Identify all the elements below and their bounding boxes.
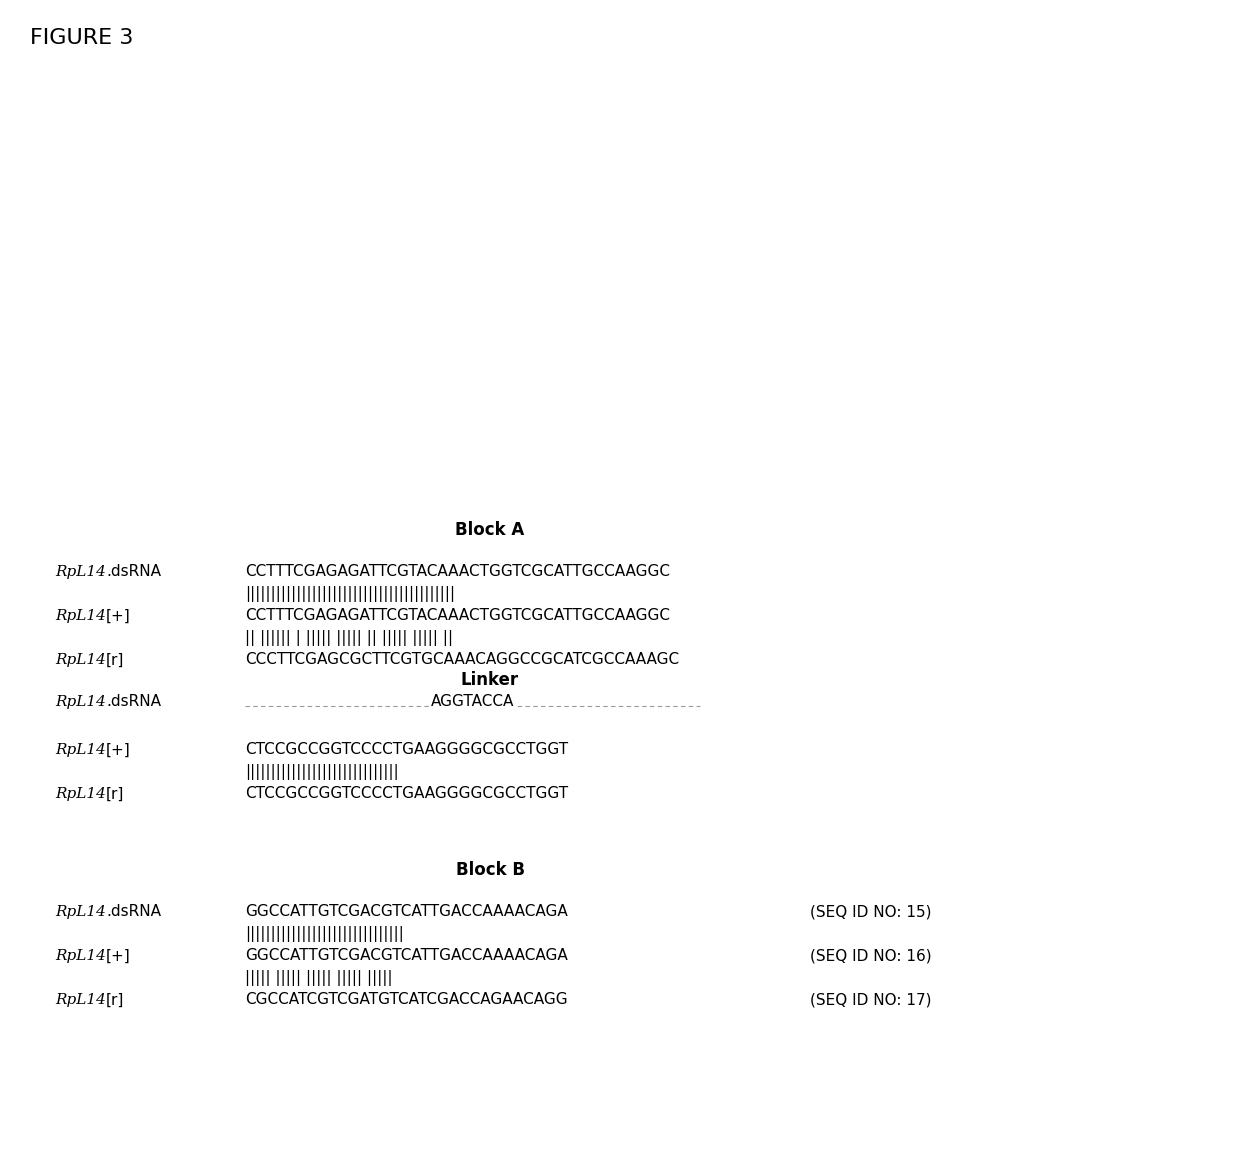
Text: RpL14: RpL14 xyxy=(55,565,105,579)
Text: GGCCATTGTCGACGTCATTGACCAAAACAGA: GGCCATTGTCGACGTCATTGACCAAAACAGA xyxy=(246,949,568,963)
Text: Block B: Block B xyxy=(455,861,525,879)
Text: .dsRNA: .dsRNA xyxy=(105,904,161,920)
Text: (SEQ ID NO: 16): (SEQ ID NO: 16) xyxy=(810,949,931,963)
Text: || |||||| | ||||| ||||| || ||||| ||||| ||: || |||||| | ||||| ||||| || ||||| ||||| |… xyxy=(246,630,453,646)
Text: [+]: [+] xyxy=(105,949,130,963)
Text: (SEQ ID NO: 15): (SEQ ID NO: 15) xyxy=(810,904,931,920)
Text: CGCCATCGTCGATGTCATCGACCAGAACAGG: CGCCATCGTCGATGTCATCGACCAGAACAGG xyxy=(246,992,568,1008)
Text: Block A: Block A xyxy=(455,521,525,540)
Text: ||||||||||||||||||||||||||||||: |||||||||||||||||||||||||||||| xyxy=(246,764,399,780)
Text: [r]: [r] xyxy=(105,652,124,667)
Text: RpL14: RpL14 xyxy=(55,694,105,708)
Text: CCCTTCGAGCGCTTCGTGCAAACAGGCCGCATCGCCAAAGC: CCCTTCGAGCGCTTCGTGCAAACAGGCCGCATCGCCAAAG… xyxy=(246,652,680,667)
Text: CTCCGCCGGTCCCCTGAAGGGGCGCCTGGT: CTCCGCCGGTCCCCTGAAGGGGCGCCTGGT xyxy=(246,743,568,758)
Text: .dsRNA: .dsRNA xyxy=(105,564,161,579)
Text: CTCCGCCGGTCCCCTGAAGGGGCGCCTGGT: CTCCGCCGGTCCCCTGAAGGGGCGCCTGGT xyxy=(246,787,568,801)
Text: RpL14: RpL14 xyxy=(55,906,105,918)
Text: FIGURE 3: FIGURE 3 xyxy=(30,28,134,48)
Text: [r]: [r] xyxy=(105,992,124,1008)
Text: .dsRNA: .dsRNA xyxy=(105,694,161,710)
Text: ||||| ||||| ||||| ||||| |||||: ||||| ||||| ||||| ||||| ||||| xyxy=(246,970,393,986)
Text: RpL14: RpL14 xyxy=(55,653,105,667)
Text: GGCCATTGTCGACGTCATTGACCAAAACAGA: GGCCATTGTCGACGTCATTGACCAAAACAGA xyxy=(246,904,568,920)
Text: (SEQ ID NO: 17): (SEQ ID NO: 17) xyxy=(810,992,931,1008)
Text: RpL14: RpL14 xyxy=(55,787,105,801)
Text: |||||||||||||||||||||||||||||||||||||||||: ||||||||||||||||||||||||||||||||||||||||… xyxy=(246,586,455,602)
Text: RpL14: RpL14 xyxy=(55,994,105,1006)
Text: [r]: [r] xyxy=(105,787,124,801)
Text: CCTTTCGAGAGATTCGTACAAACTGGTCGCATTGCCAAGGC: CCTTTCGAGAGATTCGTACAAACTGGTCGCATTGCCAAGG… xyxy=(246,609,670,624)
Text: RpL14: RpL14 xyxy=(55,949,105,963)
Text: AGGTACCA: AGGTACCA xyxy=(430,693,515,708)
Text: CCTTTCGAGAGATTCGTACAAACTGGTCGCATTGCCAAGGC: CCTTTCGAGAGATTCGTACAAACTGGTCGCATTGCCAAGG… xyxy=(246,564,670,579)
Text: RpL14: RpL14 xyxy=(55,743,105,757)
Text: [+]: [+] xyxy=(105,609,130,624)
Text: RpL14: RpL14 xyxy=(55,609,105,623)
Text: [+]: [+] xyxy=(105,743,130,758)
Text: Linker: Linker xyxy=(461,671,520,689)
Text: |||||||||||||||||||||||||||||||: ||||||||||||||||||||||||||||||| xyxy=(246,925,404,942)
